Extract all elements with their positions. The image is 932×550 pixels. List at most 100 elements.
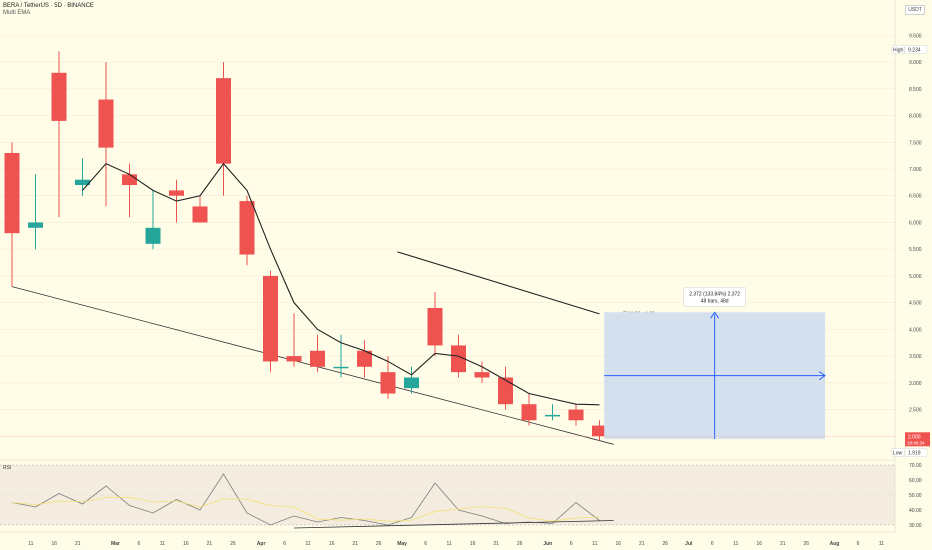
candle <box>545 414 560 417</box>
price-tick-label: 5.000 <box>909 274 922 280</box>
rsi-tick-label: 60.00 <box>909 478 922 484</box>
candle <box>4 152 20 234</box>
candle <box>592 425 607 437</box>
time-tick-label: 26 <box>230 541 236 547</box>
candle <box>357 350 372 367</box>
low-label: Low <box>893 451 903 457</box>
time-tick-label: 11 <box>879 541 884 547</box>
price-tick-label: 4.500 <box>909 301 922 307</box>
candle <box>216 78 231 164</box>
rsi-ma-line <box>11 496 600 522</box>
rsi-trendline <box>293 520 614 529</box>
candle <box>239 201 255 255</box>
candle <box>498 377 513 405</box>
price-tick-label: 3.500 <box>909 354 922 360</box>
time-tick-label: 26 <box>517 541 523 547</box>
bar-countdown: 18:46:34 <box>907 440 925 445</box>
last-price-value: 2.000 <box>908 434 921 440</box>
time-tick-label: 26 <box>376 541 382 547</box>
price-tick-label: 8.000 <box>909 114 922 120</box>
symbol-title[interactable]: BERA / TetherUS · 5D · BINANCE <box>3 3 94 9</box>
rsi-label: RSI <box>3 465 11 471</box>
candle <box>122 174 137 186</box>
time-tick-label: 16 <box>329 541 335 547</box>
grid <box>0 0 896 532</box>
time-tick-label: 6 <box>424 541 427 547</box>
time-tick-label: 6 <box>283 541 286 547</box>
time-tick-label: 11 <box>733 541 738 547</box>
time-tick-label: 21 <box>75 541 81 547</box>
measure-bars-text: 48 bars, 48d <box>701 298 729 304</box>
price-tick-label: 9.500 <box>909 33 922 39</box>
time-tick-label: Apr <box>257 541 266 547</box>
measure-tooltip <box>683 287 746 307</box>
candle <box>145 227 161 244</box>
time-tick-label: 16 <box>757 541 763 547</box>
time-tick-label: 21 <box>493 541 499 547</box>
ema-lines: EMA 99 · 4.29EMA 21 · 2.589 <box>82 162 658 408</box>
time-tick-label: 26 <box>663 541 669 547</box>
time-tick-label: 11 <box>305 541 310 547</box>
price-tick-label: 7.000 <box>909 167 922 173</box>
price-tick-label: 8.500 <box>909 87 922 93</box>
indicator-name[interactable]: Multi EMA <box>3 10 31 16</box>
low-value-box <box>904 448 928 457</box>
candle <box>75 179 90 186</box>
time-tick-label: 6 <box>857 541 860 547</box>
price-tick-label: 2.500 <box>909 408 922 414</box>
candles <box>4 51 607 441</box>
price-tick-label: 9.000 <box>909 60 922 66</box>
axes: 9.500 9.000 8.500 8.000 7.500 7.000 6.500 6.000… <box>0 33 930 547</box>
price-tick-label: 4.000 <box>909 327 922 333</box>
time-tick-label: 21 <box>780 541 786 547</box>
rsi-tick-label: 50.00 <box>909 493 922 499</box>
time-tick-label: 16 <box>470 541 476 547</box>
candle <box>310 350 325 367</box>
candle <box>427 307 443 346</box>
candle <box>51 72 67 121</box>
rsi-line <box>11 473 600 526</box>
time-tick-label: 11 <box>446 541 451 547</box>
candle <box>474 372 490 378</box>
time-tick-label: 11 <box>160 541 165 547</box>
time-tick-label: Jul <box>685 541 693 547</box>
candle <box>192 206 208 223</box>
rsi-tick-label: 40.00 <box>909 508 922 514</box>
rsi-pane: RSI <box>0 464 895 529</box>
high-label: High <box>893 48 904 54</box>
last-price-box <box>905 432 930 447</box>
time-tick-label: 6 <box>138 541 141 547</box>
high-value: 9.234 <box>908 48 921 54</box>
arrow-right-icon <box>818 371 827 381</box>
price-tick-label: 6.500 <box>909 194 922 200</box>
currency-button[interactable]: USDT <box>905 5 925 15</box>
price-tick-label: 7.500 <box>909 140 922 146</box>
time-tick-label: 21 <box>639 541 645 547</box>
candle <box>333 366 349 369</box>
candle <box>451 345 466 373</box>
arrow-up-icon <box>710 311 720 319</box>
price-tick-label: 6.000 <box>909 220 922 226</box>
time-tick-label: 6 <box>570 541 573 547</box>
ema21-line <box>82 162 600 406</box>
candle <box>286 356 302 362</box>
candle <box>98 99 114 148</box>
time-tick-label: May <box>397 541 407 547</box>
time-tick-label: 21 <box>207 541 213 547</box>
time-tick-label: 6 <box>711 541 714 547</box>
time-tick-label: 11 <box>28 541 33 547</box>
candle <box>28 222 43 228</box>
time-tick-label: 26 <box>804 541 810 547</box>
high-value-box <box>904 45 928 54</box>
measure-change-text: 2.372 (133.84%) 2.372 <box>689 291 740 297</box>
candle <box>169 190 184 196</box>
rsi-tick-label: 70.00 <box>909 463 922 469</box>
time-tick-label: 21 <box>352 541 358 547</box>
high-label-box <box>891 45 905 54</box>
time-tick-label: Mar <box>111 541 120 547</box>
time-tick-label: 16 <box>616 541 622 547</box>
time-tick-label: 16 <box>183 541 189 547</box>
price-tick-label: 5.500 <box>909 247 922 253</box>
